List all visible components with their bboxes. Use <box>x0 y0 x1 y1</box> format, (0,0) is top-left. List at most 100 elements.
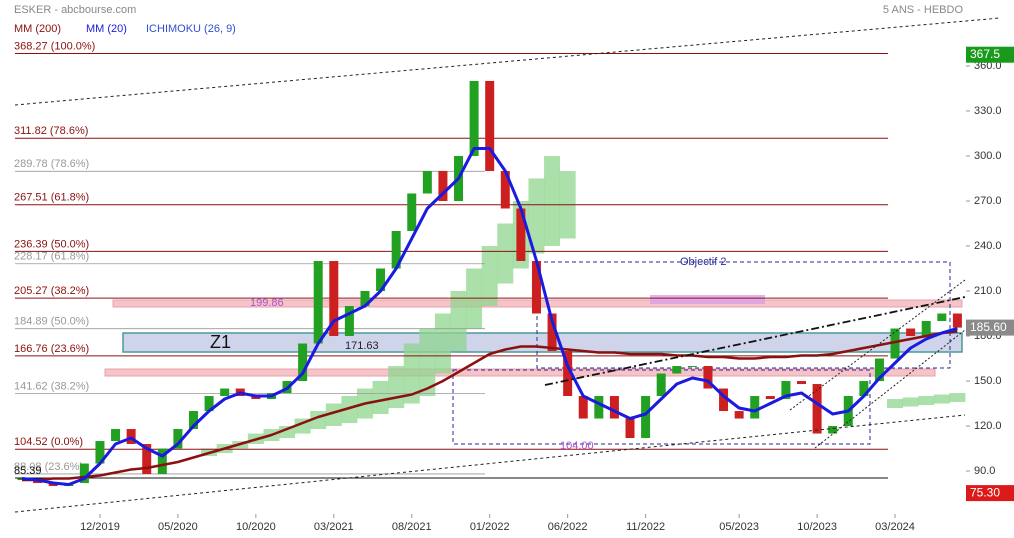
cloud-segment <box>528 178 545 254</box>
objective-box <box>536 261 951 369</box>
purple-zone <box>650 295 765 304</box>
y-tick-label: 360.0 <box>974 60 1002 72</box>
candle <box>142 444 152 475</box>
candle <box>719 388 729 412</box>
candle <box>672 366 682 374</box>
candle <box>329 260 339 337</box>
x-tick-label: 06/2022 <box>548 521 588 533</box>
trend-lines <box>14 17 1001 513</box>
cloud-segment <box>388 366 405 409</box>
low-value: 104.00 <box>560 440 594 452</box>
cloud-segment <box>450 291 467 352</box>
cloud-segment <box>434 313 451 374</box>
cloud-segment <box>481 245 498 307</box>
candle <box>360 291 370 307</box>
x-tick-label: 10/2020 <box>236 521 276 533</box>
cloud-segment <box>497 223 514 284</box>
level-label: 88.08 (23.6%) <box>14 461 83 473</box>
candle <box>765 396 775 400</box>
cloud-segment <box>372 381 389 415</box>
level-label: 267.51 (61.8%) <box>14 192 89 204</box>
candle <box>641 396 651 439</box>
price-tag-label: 367.5 <box>970 47 1000 61</box>
candle <box>921 321 931 337</box>
y-tick-label: 240.0 <box>974 240 1002 252</box>
channel-line <box>789 279 966 411</box>
x-tick-label: 11/2022 <box>626 521 665 533</box>
price-tag <box>966 319 1014 336</box>
chart-title: ESKER - abcbourse.com <box>14 4 136 16</box>
candle <box>547 313 557 352</box>
moving-average <box>22 330 958 482</box>
candle <box>48 483 58 487</box>
candle <box>563 351 573 397</box>
candle <box>95 441 105 464</box>
legend-entry: ICHIMOKU (26, 9) <box>146 23 236 35</box>
cloud-segment <box>887 399 904 409</box>
zone-value: 199.86 <box>250 297 284 309</box>
trend-line <box>14 17 1001 106</box>
candle <box>313 260 323 344</box>
legend-entry: MM (200) <box>14 23 61 35</box>
x-tick-label: 05/2023 <box>719 521 759 533</box>
candle <box>609 396 619 419</box>
level-label: 141.62 (38.2%) <box>14 381 89 393</box>
cloud-segment <box>325 403 342 427</box>
cloud-segment <box>918 396 935 406</box>
y-tick-label: 150.0 <box>974 375 1002 387</box>
x-tick-label: 10/2023 <box>797 521 837 533</box>
level-label: 85.39 <box>14 465 42 477</box>
candle <box>469 80 479 156</box>
candle <box>828 426 838 434</box>
level-label: 236.39 (50.0%) <box>14 238 89 250</box>
candle <box>906 328 916 337</box>
level-label: 205.27 (38.2%) <box>14 285 89 297</box>
candle <box>890 328 900 359</box>
candle <box>859 381 869 397</box>
cloud-segment <box>949 393 966 403</box>
x-tick-label: 03/2021 <box>314 521 354 533</box>
candle <box>157 448 167 475</box>
axis-group: 90.0120.0150.0180.0210.0240.0270.0300.03… <box>80 46 1014 533</box>
candle <box>937 313 947 322</box>
y-tick-label: 210.0 <box>974 285 1002 297</box>
x-tick-label: 01/2022 <box>470 521 510 533</box>
candle <box>376 268 386 292</box>
candle <box>594 396 604 419</box>
candle <box>79 463 89 484</box>
level-label: 228.17 (61.8%) <box>14 251 89 263</box>
level-label: 104.52 (0.0%) <box>14 436 83 448</box>
candle <box>952 313 962 328</box>
candle <box>407 193 417 231</box>
candle <box>251 396 261 400</box>
candle <box>797 381 806 385</box>
levels-group: 368.27 (100.0%) 311.82 (78.6%) 289.78 (78.… <box>14 40 888 479</box>
candle <box>578 396 588 419</box>
price-tag <box>966 46 1014 63</box>
y-tick-label: 90.0 <box>974 465 995 477</box>
candle <box>422 170 432 194</box>
x-tick-label: 05/2020 <box>158 521 198 533</box>
level-label: 311.82 (78.6%) <box>14 125 88 137</box>
candle <box>204 396 214 412</box>
cloud-segment <box>279 426 296 439</box>
candle <box>344 306 354 337</box>
cloud-segment <box>403 343 420 404</box>
x-tick-label: 12/2019 <box>80 521 120 533</box>
candle <box>516 208 526 261</box>
candle <box>874 358 884 382</box>
candle <box>703 366 713 389</box>
y-tick-label: 120.0 <box>974 420 1002 432</box>
price-tag-label: 185.60 <box>970 320 1007 334</box>
moving-average <box>21 147 958 486</box>
cloud-segment <box>419 328 436 397</box>
level-label: 184.89 (50.0%) <box>14 316 89 328</box>
cloud-segment <box>544 155 561 246</box>
range-box <box>452 369 871 445</box>
candle <box>625 418 635 439</box>
price-tag-label: 75.30 <box>970 485 1000 499</box>
candle <box>734 411 744 419</box>
support-zone <box>104 368 936 377</box>
candle <box>750 396 760 419</box>
candle <box>391 230 401 269</box>
